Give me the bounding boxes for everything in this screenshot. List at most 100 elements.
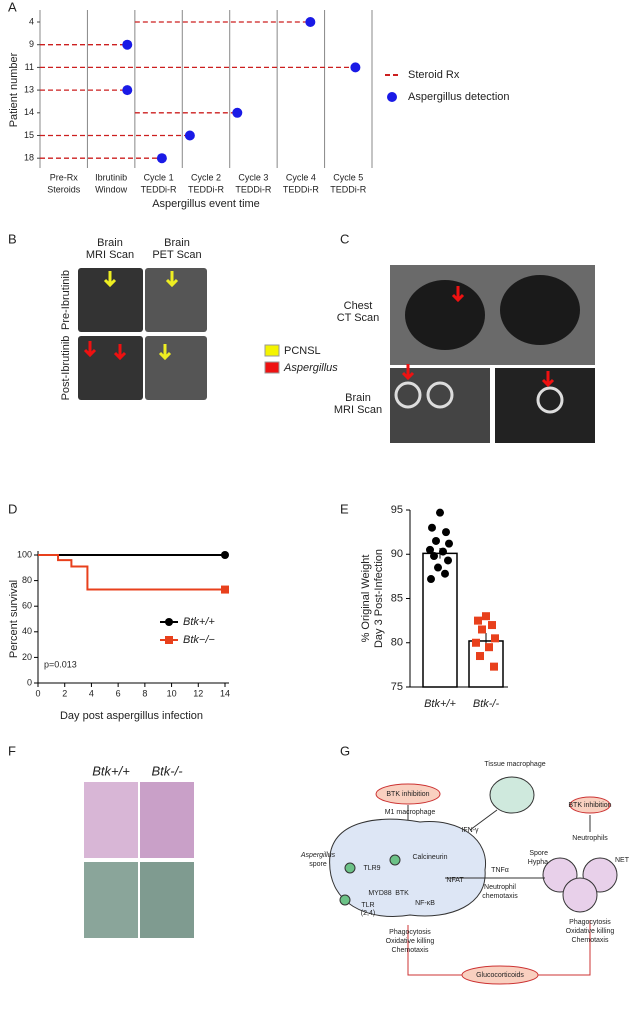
y-tick-label: 90 <box>391 548 403 560</box>
patient-label: 9 <box>29 39 34 49</box>
lesion <box>394 381 422 409</box>
panel-letter: E <box>340 501 349 516</box>
p-value: p=0.013 <box>44 659 77 669</box>
data-point <box>439 547 447 556</box>
patient-label: 15 <box>24 130 34 140</box>
row-title: Chest <box>344 300 373 312</box>
data-point <box>427 575 435 584</box>
lung <box>405 280 485 350</box>
patient-label: 4 <box>29 16 34 26</box>
histology-image <box>84 862 138 938</box>
panel-letter: G <box>340 743 350 758</box>
data-point <box>478 625 486 634</box>
y-axis-title: Patient number <box>8 52 20 127</box>
spore <box>344 862 356 874</box>
x-tick-label: 6 <box>116 688 121 698</box>
detection-dot <box>184 130 195 141</box>
column-title: Brain <box>97 237 123 249</box>
x-tick-label: TEDDi-R <box>330 184 366 194</box>
x-tick-label: TEDDi-R <box>283 184 319 194</box>
diagram-label: TLR <box>361 902 374 909</box>
detection-dot <box>156 153 167 164</box>
data-point <box>488 621 496 630</box>
detection-dot <box>122 85 133 96</box>
legend-label: Aspergillus detection <box>408 91 510 103</box>
panel-letter: C <box>340 231 349 246</box>
diagram-label: Oxidative killing <box>566 928 615 935</box>
legend-marker <box>165 636 173 644</box>
y-tick-label: 100 <box>17 549 32 559</box>
diagram-label: MYD88 <box>368 890 391 897</box>
y-tick-label: 60 <box>22 601 32 611</box>
x-tick-label: Btk-/- <box>473 698 500 710</box>
x-tick-label: 12 <box>193 688 203 698</box>
diagram-label: BTK inhibition <box>386 791 429 798</box>
row-title: Brain <box>345 392 371 404</box>
arrow <box>407 805 591 879</box>
data-point <box>485 643 493 652</box>
x-tick-label: 14 <box>220 688 230 698</box>
diagram-label: Hypha <box>528 859 548 866</box>
legend-label: Steroid Rx <box>408 69 460 81</box>
diagram-label: spore <box>309 861 327 868</box>
diagram-label: Spore <box>529 850 548 857</box>
patient-label: 11 <box>25 62 34 72</box>
panel-letter: D <box>8 501 17 516</box>
data-point <box>436 508 444 517</box>
data-point <box>476 652 484 661</box>
column-title: PET Scan <box>152 249 201 261</box>
patient-label: 18 <box>24 153 34 163</box>
data-point <box>472 638 480 647</box>
data-point <box>428 523 436 532</box>
detection-dot <box>305 17 316 27</box>
y-tick-label: 20 <box>22 652 32 662</box>
y-axis-title: Day 3 Post-Infection <box>373 549 385 648</box>
legend-label: Btk−/− <box>183 634 215 646</box>
data-point <box>490 662 498 671</box>
row-title: Post-Ibrutinib <box>60 336 72 401</box>
row-title: CT Scan <box>337 312 380 324</box>
scan-image <box>145 336 207 400</box>
y-tick-label: 80 <box>391 637 403 649</box>
column-title: Brain <box>164 237 190 249</box>
x-tick-label: Cycle 4 <box>286 172 316 182</box>
row-title: Pre-Ibrutinib <box>60 270 72 330</box>
x-tick-label: Pre-Rx <box>50 172 79 182</box>
legend-swatch <box>264 361 280 374</box>
legend-label: Aspergillus <box>283 362 338 374</box>
panel-letter: A <box>8 0 17 14</box>
y-tick-label: 85 <box>391 592 403 604</box>
patient-label: 13 <box>24 84 34 94</box>
diagram-label: chemotaxis <box>482 893 518 900</box>
column-title: MRI Scan <box>86 249 134 261</box>
diagram-label: Tissue macrophage <box>484 761 545 768</box>
y-tick-label: 95 <box>391 504 403 516</box>
arrow <box>401 364 415 381</box>
diagram-label: Glucocorticoids <box>476 972 524 979</box>
diagram-label: BTK inhibition <box>568 802 611 809</box>
mri-image <box>495 368 595 443</box>
legend-label: PCNSL <box>284 345 321 357</box>
diagram-label: Neutrophil <box>484 884 516 891</box>
diagram-label: (2,4) <box>361 910 375 917</box>
detection-dot <box>122 39 133 50</box>
x-tick-label: 10 <box>167 688 177 698</box>
diagram-label: Chemotaxis <box>572 937 609 944</box>
lesion <box>536 386 564 414</box>
bar <box>422 552 458 688</box>
y-tick-label: 0 <box>27 677 32 687</box>
x-tick-label: TEDDi-R <box>141 184 177 194</box>
y-tick-label: 80 <box>22 575 32 585</box>
x-tick-label: 4 <box>89 688 94 698</box>
end-marker <box>221 551 229 559</box>
data-point <box>491 634 499 643</box>
data-point <box>434 563 442 572</box>
diagram-label: M1 macrophage <box>385 809 436 816</box>
diagram-label: NF-κB <box>415 900 435 907</box>
histology-image <box>140 782 194 858</box>
x-axis-title: Aspergillus event time <box>152 198 260 210</box>
data-point <box>432 536 440 545</box>
diagram-label: TNFα <box>491 867 509 874</box>
diagram-label: IFN-γ <box>461 827 479 834</box>
diagram-label: Phagocytosis <box>389 929 431 936</box>
